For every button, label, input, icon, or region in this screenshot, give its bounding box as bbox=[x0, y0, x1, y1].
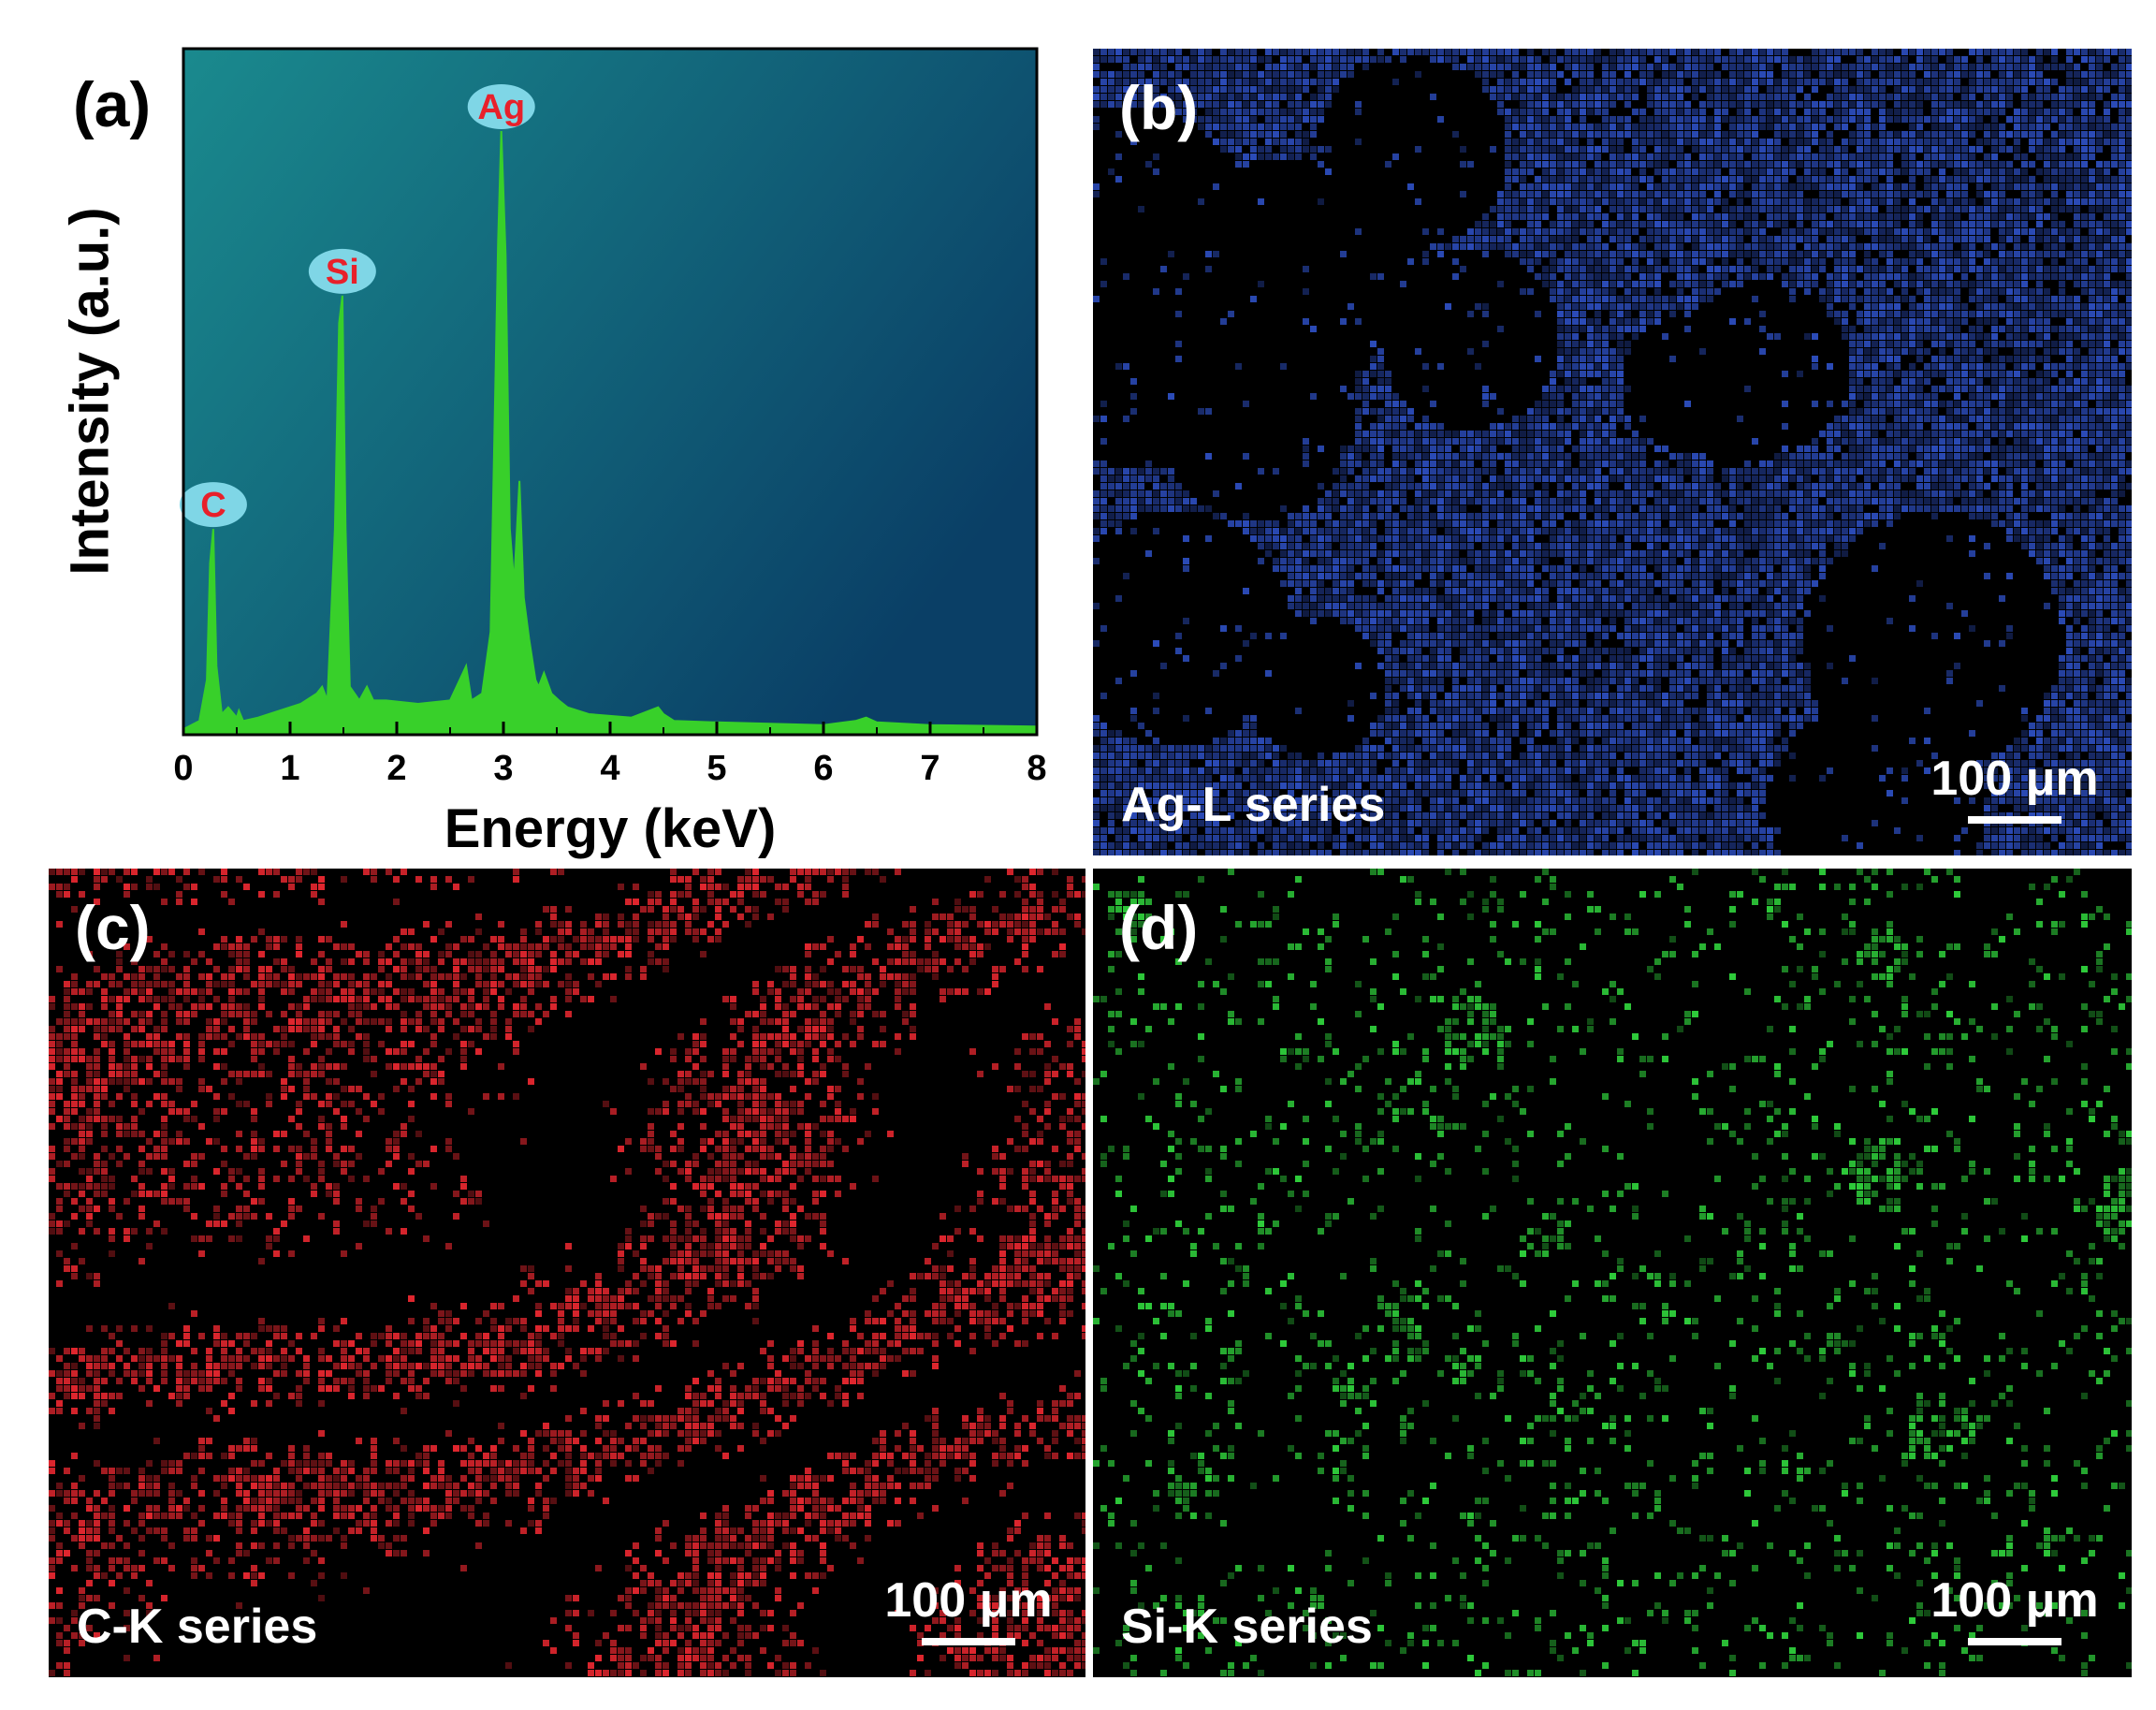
map-d-letter: (d) bbox=[1119, 893, 1199, 962]
map-b-scalebar-line bbox=[1968, 816, 2061, 824]
x-tick-label-0: 0 bbox=[173, 749, 193, 788]
map-c-k: (c) C-K series 100 μm bbox=[49, 869, 1085, 1677]
x-axis-title: Energy (keV) bbox=[444, 798, 777, 859]
panel-a-label: (a) bbox=[73, 69, 152, 140]
x-tick-label-8: 8 bbox=[1027, 749, 1046, 788]
map-speckle-texture bbox=[1093, 49, 2132, 855]
x-tick-label-4: 4 bbox=[600, 749, 619, 788]
x-tick-label-5: 5 bbox=[707, 749, 726, 788]
x-tick-label-1: 1 bbox=[280, 749, 299, 788]
peak-label-si: Si bbox=[308, 248, 376, 294]
plot-background bbox=[183, 49, 1037, 735]
x-tick-label-7: 7 bbox=[920, 749, 940, 788]
map-speckle-texture bbox=[1093, 869, 2132, 1676]
map-d-scalebar-label: 100 μm bbox=[1930, 1573, 2099, 1628]
x-tick-label-3: 3 bbox=[493, 749, 513, 788]
map-c-scalebar: 100 μm bbox=[880, 1576, 1057, 1645]
x-tick-label-2: 2 bbox=[386, 749, 406, 788]
map-b-scalebar: 100 μm bbox=[1926, 754, 2104, 824]
eds-spectrum-chart: C Si Ag 0 1 2 3 4 5 6 7 8 Energy (keV) bbox=[173, 47, 1047, 859]
map-d-series-label: Si-K series bbox=[1121, 1600, 1373, 1654]
map-speckle-texture bbox=[49, 869, 1085, 1676]
map-ag-l: (b) Ag-L series 100 μm bbox=[1093, 49, 2132, 855]
peak-label-ag: Ag bbox=[467, 83, 535, 129]
spectrum-series bbox=[182, 130, 1038, 736]
map-c-letter: (c) bbox=[75, 893, 151, 962]
svg-text:C: C bbox=[200, 486, 226, 525]
map-c-scalebar-label: 100 μm bbox=[884, 1573, 1053, 1628]
map-si-k: (d) Si-K series 100 μm bbox=[1093, 869, 2132, 1677]
svg-text:Si: Si bbox=[326, 253, 359, 292]
map-b-series-label: Ag-L series bbox=[1121, 778, 1386, 832]
map-b-scalebar-label: 100 μm bbox=[1930, 752, 2099, 806]
map-c-scalebar-line bbox=[922, 1638, 1015, 1645]
map-d-scalebar: 100 μm bbox=[1926, 1576, 2104, 1645]
svg-text:Ag: Ag bbox=[477, 88, 525, 127]
map-c-series-label: C-K series bbox=[77, 1600, 318, 1654]
map-b-letter: (b) bbox=[1119, 73, 1199, 142]
map-d-scalebar-line bbox=[1968, 1638, 2061, 1645]
peak-label-c: C bbox=[179, 482, 247, 528]
x-tick-label-6: 6 bbox=[813, 749, 833, 788]
